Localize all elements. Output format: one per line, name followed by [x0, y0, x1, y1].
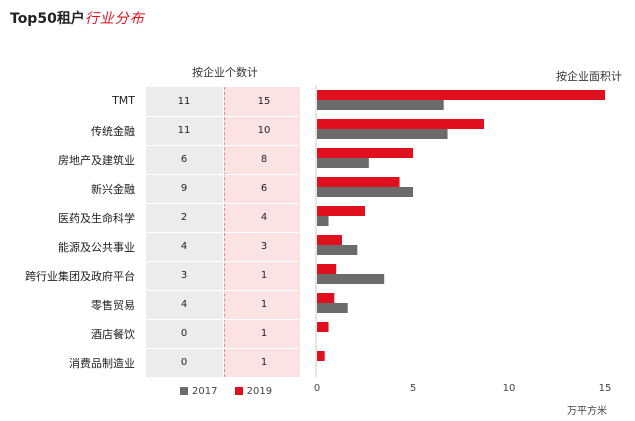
bar-2019 — [317, 351, 325, 361]
bar-2017 — [317, 216, 329, 226]
x-tick-label: 5 — [410, 383, 416, 394]
legend-item-2017: 2017 — [180, 386, 217, 397]
table-row-divider — [146, 348, 299, 349]
category-label: 新兴金融 — [91, 182, 135, 196]
bar-2017 — [317, 187, 413, 197]
category-label: 零售贸易 — [91, 298, 135, 312]
category-label: 医药及生命科学 — [58, 211, 135, 225]
title-accent: 行业分布 — [84, 11, 145, 27]
x-tick-label: 0 — [314, 383, 320, 394]
count-2019: 6 — [260, 182, 268, 194]
count-2019: 8 — [260, 153, 268, 165]
x-tick-label: 10 — [503, 383, 516, 394]
count-2019: 3 — [260, 240, 268, 252]
bar-2019 — [317, 235, 342, 245]
count-2017: 4 — [180, 298, 188, 310]
count-2019: 15 — [257, 95, 271, 107]
table-row-divider — [146, 290, 299, 291]
bar-2019 — [317, 119, 485, 129]
count-2017: 0 — [180, 356, 188, 368]
bar-2019 — [317, 90, 605, 100]
count-2019: 10 — [257, 124, 271, 136]
table-row-divider — [146, 232, 299, 233]
category-label: 跨行业集团及政府平台 — [25, 269, 135, 283]
bar-2017 — [317, 158, 369, 168]
table-row-divider — [146, 203, 299, 204]
count-2017: 2 — [180, 211, 188, 223]
count-2017: 0 — [180, 327, 188, 339]
legend-label-2019: 2019 — [246, 386, 273, 397]
bar-2019 — [317, 177, 400, 187]
legend: 2017 2019 — [180, 386, 286, 397]
count-2017: 11 — [177, 124, 191, 136]
bar-2017 — [317, 100, 444, 110]
category-label: 能源及公共事业 — [58, 240, 135, 254]
table-row-divider — [146, 145, 299, 146]
count-2019: 1 — [260, 269, 268, 281]
count-2019: 1 — [260, 327, 268, 339]
count-header: 按企业个数计 — [192, 66, 258, 79]
bar-2019 — [317, 322, 329, 332]
category-label: 消费品制造业 — [69, 356, 135, 370]
page-title: Top50租户行业分布 — [10, 8, 145, 28]
legend-item-2019: 2019 — [234, 386, 273, 397]
title-main: Top50租户 — [10, 11, 85, 27]
category-label: 房地产及建筑业 — [58, 153, 135, 167]
x-tick-label: 15 — [599, 383, 612, 394]
count-2017: 3 — [180, 269, 188, 281]
count-2017: 4 — [180, 240, 188, 252]
count-2017: 9 — [180, 182, 188, 194]
table-row-divider — [146, 174, 299, 175]
bar-2019 — [317, 264, 337, 274]
category-label: 酒店餐饮 — [91, 327, 135, 341]
bar-2017 — [317, 245, 358, 255]
count-2017: 11 — [177, 95, 191, 107]
table-row-divider — [146, 261, 299, 262]
count-2019: 1 — [260, 298, 268, 310]
count-2019: 4 — [260, 211, 268, 223]
count-2017: 6 — [180, 153, 188, 165]
category-label: 传统金融 — [91, 124, 135, 138]
bar-2019 — [317, 293, 335, 303]
legend-label-2017: 2017 — [192, 386, 218, 397]
area-header: 按企业面积计 — [556, 70, 622, 83]
bar-2017 — [317, 129, 448, 139]
bar-2017 — [317, 274, 385, 284]
bar-2019 — [317, 148, 413, 158]
table-row-divider — [146, 116, 299, 117]
count-table: 11 15 11 10 6 8 9 6 2 4 4 3 3 1 4 1 0 1 0 1 — [146, 87, 300, 377]
bar-2019 — [317, 206, 365, 216]
table-row-divider — [146, 319, 299, 320]
category-label: TMT — [112, 93, 135, 107]
x-axis-unit-label: 万平方米 — [567, 406, 607, 417]
bar-2017 — [317, 303, 348, 313]
count-2019: 1 — [260, 356, 268, 368]
